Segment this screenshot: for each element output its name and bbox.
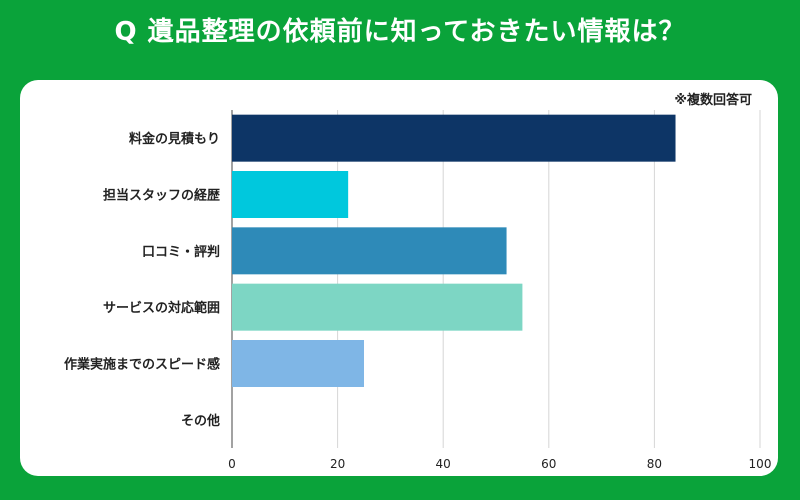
bar	[232, 171, 349, 218]
x-tick-label: 40	[436, 457, 451, 471]
category-label: 作業実施までのスピード感	[64, 357, 220, 373]
bar	[232, 340, 364, 387]
x-tick-label: 80	[647, 457, 662, 471]
category-label: サービスの対応範囲	[103, 300, 220, 316]
category-label: その他	[181, 413, 220, 429]
category-label: 口コミ・評判	[142, 244, 220, 260]
x-tick-label: 100	[749, 457, 772, 471]
multiple-answer-note: ※複数回答可	[674, 93, 752, 108]
bar-chart: 0 20 40 60 80 100 料金の見積もり担当スタッフの経歴口コミ・評判サービスの対…	[64, 110, 772, 471]
category-label: 料金の見積もり	[129, 131, 220, 147]
category-label: 担当スタッフの経歴	[103, 188, 220, 204]
x-tick-label: 20	[330, 457, 345, 471]
chart-card: ※複数回答可 0 20 40 60 80 100 料金の見積もり担当スタッフの経歴口コミ・評…	[20, 80, 778, 476]
bar	[232, 227, 507, 275]
bar	[232, 114, 676, 162]
x-tick-label: 0	[228, 457, 236, 471]
page-title: Q 遺品整理の依頼前に知っておきたい情報は？	[114, 17, 686, 47]
bar	[232, 283, 523, 331]
x-tick-label: 60	[541, 457, 556, 471]
